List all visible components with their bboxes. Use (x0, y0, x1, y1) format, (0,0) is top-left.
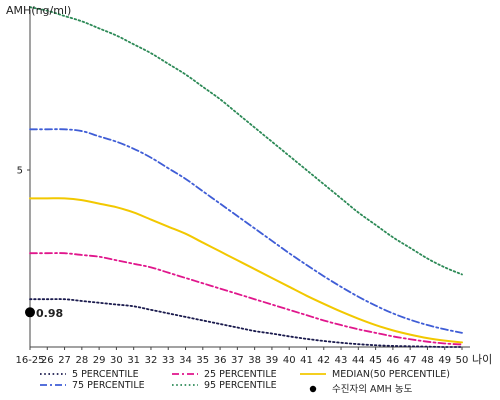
series-line (29, 252, 463, 346)
x-tick-label: 41 (300, 355, 313, 366)
x-tick-label: 34 (179, 355, 192, 366)
series-line (29, 197, 463, 344)
x-tick-label: 31 (127, 355, 140, 366)
legend-label: MEDIAN(50 PERCENTILE) (332, 369, 450, 380)
legend-label: 25 PERCENTILE (204, 369, 277, 380)
x-axis-title: 나이 (472, 353, 492, 366)
patient-point (25, 307, 35, 318)
x-tick-label: 40 (283, 355, 296, 366)
legend-label: 75 PERCENTILE (72, 380, 145, 391)
x-tick-label: 48 (421, 355, 434, 366)
x-tick-label: 32 (145, 355, 158, 366)
patient-point-label: 0.98 (36, 307, 63, 320)
x-tick-label: 50 (456, 355, 469, 366)
legend-point-label: 수진자의 AMH 농도 (332, 384, 413, 395)
x-tick-label: 35 (196, 355, 209, 366)
x-tick-label: 28 (75, 355, 88, 366)
x-tick-label: 37 (231, 355, 244, 366)
series-line (29, 128, 463, 334)
x-tick-label: 29 (93, 355, 106, 366)
x-tick-label: 44 (352, 355, 365, 366)
x-tick-label: 33 (162, 355, 175, 366)
series-line (29, 298, 463, 348)
x-tick-label: 49 (438, 355, 451, 366)
x-tick-label: 27 (58, 355, 71, 366)
series-line (29, 6, 463, 276)
plot-area: 10516-2526272829303132333435363738394041… (15, 6, 470, 366)
x-tick-label: 16-25 (15, 355, 44, 366)
x-tick-label: 30 (110, 355, 123, 366)
x-tick-label: 47 (404, 355, 417, 366)
x-tick-label: 26 (41, 355, 54, 366)
x-tick-label: 39 (266, 355, 279, 366)
x-tick-label: 43 (335, 355, 348, 366)
x-tick-label: 46 (387, 355, 400, 366)
y-axis-title: AMH(ng/ml) (6, 4, 71, 17)
legend-label: 95 PERCENTILE (204, 380, 277, 391)
x-tick-label: 45 (369, 355, 382, 366)
legend-label: 5 PERCENTILE (72, 369, 139, 380)
y-tick-label: 5 (17, 166, 23, 177)
x-tick-label: 42 (317, 355, 330, 366)
legend-point-marker (309, 385, 317, 393)
x-tick-label: 38 (248, 355, 261, 366)
x-tick-label: 36 (214, 355, 227, 366)
